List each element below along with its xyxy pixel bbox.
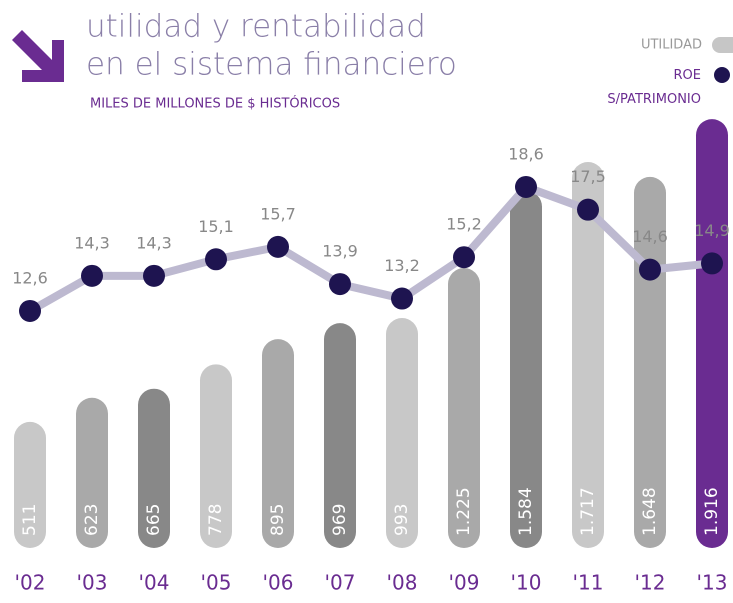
- x-tick-label: '05: [201, 571, 232, 595]
- x-tick-label: '07: [325, 571, 356, 595]
- bar-value-label: 1.584: [516, 487, 536, 536]
- roe-point: [81, 264, 103, 287]
- x-tick-label: '10: [511, 571, 542, 595]
- x-tick-label: '11: [573, 571, 604, 595]
- bar-value-label: 511: [20, 504, 40, 536]
- roe-value-label: 17,5: [570, 167, 606, 186]
- x-tick-label: '03: [77, 571, 108, 595]
- x-tick-label: '13: [697, 571, 728, 595]
- roe-point: [577, 198, 599, 221]
- roe-value-label: 13,2: [384, 256, 420, 275]
- bar-value-label: 623: [82, 504, 102, 536]
- legend-label: ROE S/PATRIMONIO: [607, 68, 701, 107]
- roe-point: [701, 252, 723, 275]
- roe-line: [28, 182, 713, 315]
- roe-value-label: 14,6: [632, 227, 668, 246]
- x-tick-label: '02: [15, 571, 46, 595]
- bar: [200, 364, 232, 548]
- bar-value-label: 778: [206, 504, 226, 536]
- x-tick-label: '09: [449, 571, 480, 595]
- roe-point: [19, 299, 41, 322]
- bar-value-label: 1.916: [702, 487, 722, 536]
- bar: [324, 323, 356, 548]
- bar-value-label: 1.717: [578, 487, 598, 536]
- bar: [262, 339, 294, 548]
- bar-value-label: 993: [392, 504, 412, 536]
- chart-title: utilidad y rentabilidad: [86, 9, 426, 45]
- roe-value-label: 14,3: [74, 233, 110, 252]
- bar-value-label: 895: [268, 504, 288, 536]
- x-tick-label: '12: [635, 571, 666, 595]
- bar: [696, 119, 728, 549]
- roe-point: [143, 264, 165, 287]
- roe-value-label: 18,6: [508, 144, 544, 163]
- bar-value-label: 665: [144, 504, 164, 536]
- bar: [510, 190, 542, 548]
- bar-value-label: 1.648: [640, 487, 660, 536]
- arrow-icon: [12, 30, 64, 82]
- x-tick-label: '08: [387, 571, 418, 595]
- roe-point: [329, 273, 351, 296]
- roe-value-label: 14,9: [694, 221, 730, 240]
- legend-label: UTILIDAD: [641, 38, 702, 53]
- bar-value-label: 1.225: [454, 487, 474, 536]
- roe-value-label: 15,2: [446, 215, 482, 234]
- x-tick-label: '06: [263, 571, 294, 595]
- roe-value-label: 13,9: [322, 242, 358, 261]
- chart-title: en el sistema financiero: [86, 47, 457, 83]
- roe-point: [639, 258, 661, 281]
- roe-point: [391, 287, 413, 310]
- legend-swatch: [712, 37, 733, 53]
- chart-subtitle: MILES DE MILLONES DE $ HISTÓRICOS: [90, 96, 340, 112]
- roe-value-label: 15,7: [260, 204, 296, 223]
- roe-value-label: 12,6: [12, 268, 48, 287]
- bar-value-label: 969: [330, 504, 350, 536]
- roe-point: [515, 175, 537, 198]
- roe-point: [267, 235, 289, 258]
- roe-point: [453, 246, 475, 269]
- x-tick-label: '04: [139, 571, 170, 595]
- bar: [572, 161, 604, 548]
- roe-point: [205, 248, 227, 271]
- bar: [14, 421, 46, 548]
- roe-value-label: 14,3: [136, 233, 172, 252]
- bar: [448, 268, 480, 548]
- bar: [76, 397, 108, 548]
- bar: [386, 318, 418, 548]
- legend-swatch: [714, 67, 730, 83]
- bar: [138, 388, 170, 548]
- roe-value-label: 15,1: [198, 217, 234, 236]
